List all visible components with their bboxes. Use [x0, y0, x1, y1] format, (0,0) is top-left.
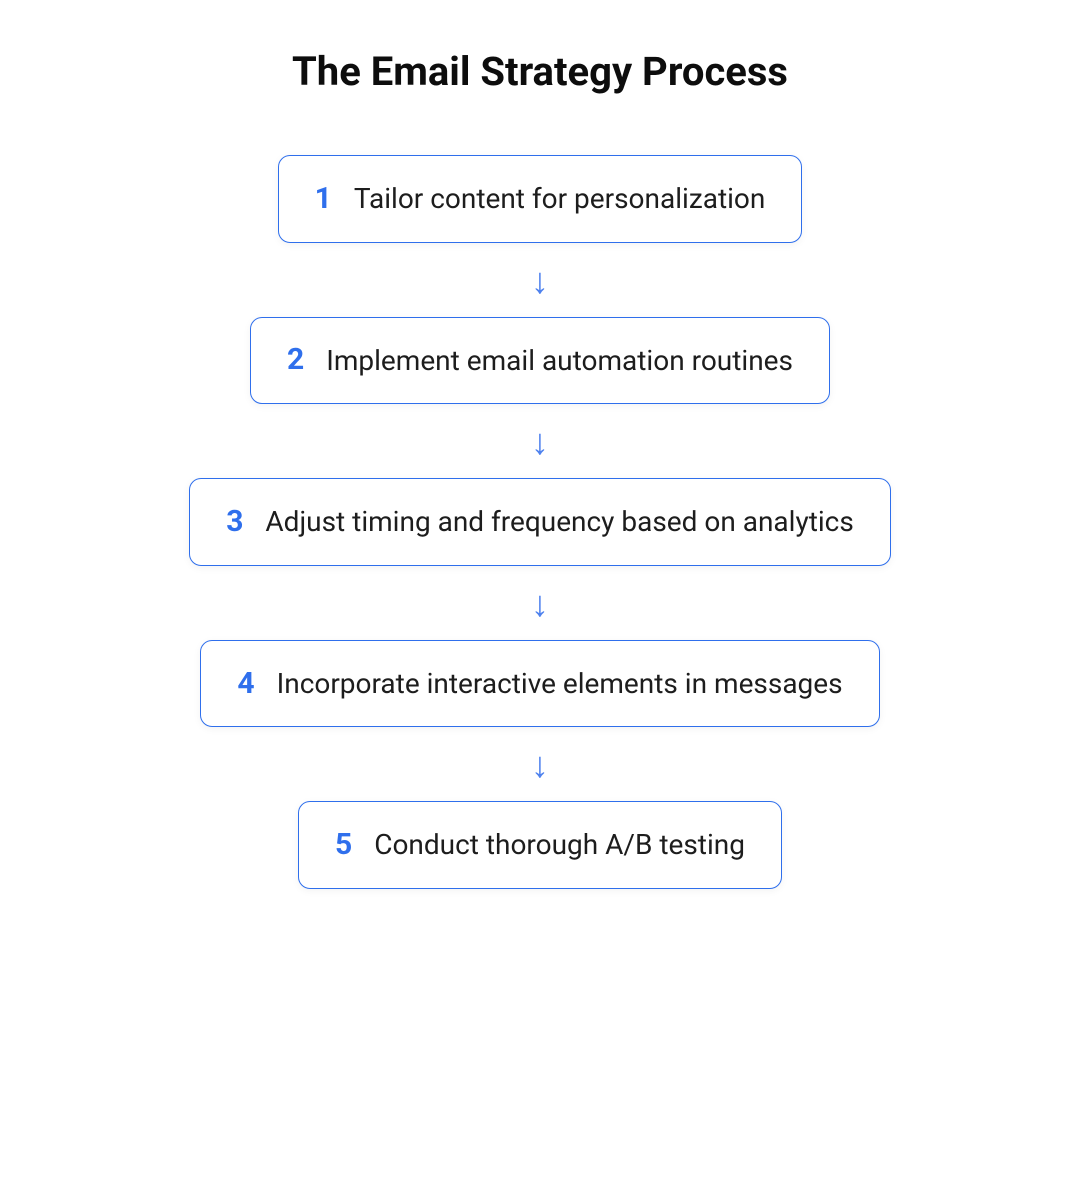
- arrow-down-icon: ↓: [531, 404, 549, 478]
- flow-step: 5 Conduct thorough A/B testing: [298, 801, 782, 889]
- flow-step: 3 Adjust timing and frequency based on a…: [189, 478, 891, 566]
- page-title: The Email Strategy Process: [292, 48, 788, 95]
- flow-step: 1 Tailor content for personalization: [278, 155, 803, 243]
- step-label: Conduct thorough A/B testing: [374, 828, 745, 862]
- arrow-down-icon: ↓: [531, 243, 549, 317]
- step-number: 5: [335, 830, 352, 860]
- step-label: Implement email automation routines: [326, 344, 793, 378]
- step-label: Incorporate interactive elements in mess…: [277, 667, 843, 701]
- flow-step: 4 Incorporate interactive elements in me…: [200, 640, 879, 728]
- step-label: Tailor content for personalization: [354, 182, 766, 216]
- step-number: 1: [315, 184, 332, 214]
- step-number: 3: [226, 507, 243, 537]
- flow-step: 2 Implement email automation routines: [250, 317, 830, 405]
- flowchart-page: The Email Strategy Process 1 Tailor cont…: [0, 0, 1080, 889]
- arrow-down-icon: ↓: [531, 566, 549, 640]
- step-number: 2: [287, 345, 304, 375]
- step-number: 4: [237, 669, 254, 699]
- arrow-down-icon: ↓: [531, 727, 549, 801]
- step-label: Adjust timing and frequency based on ana…: [265, 505, 853, 539]
- flowchart: 1 Tailor content for personalization ↓ 2…: [189, 155, 891, 889]
